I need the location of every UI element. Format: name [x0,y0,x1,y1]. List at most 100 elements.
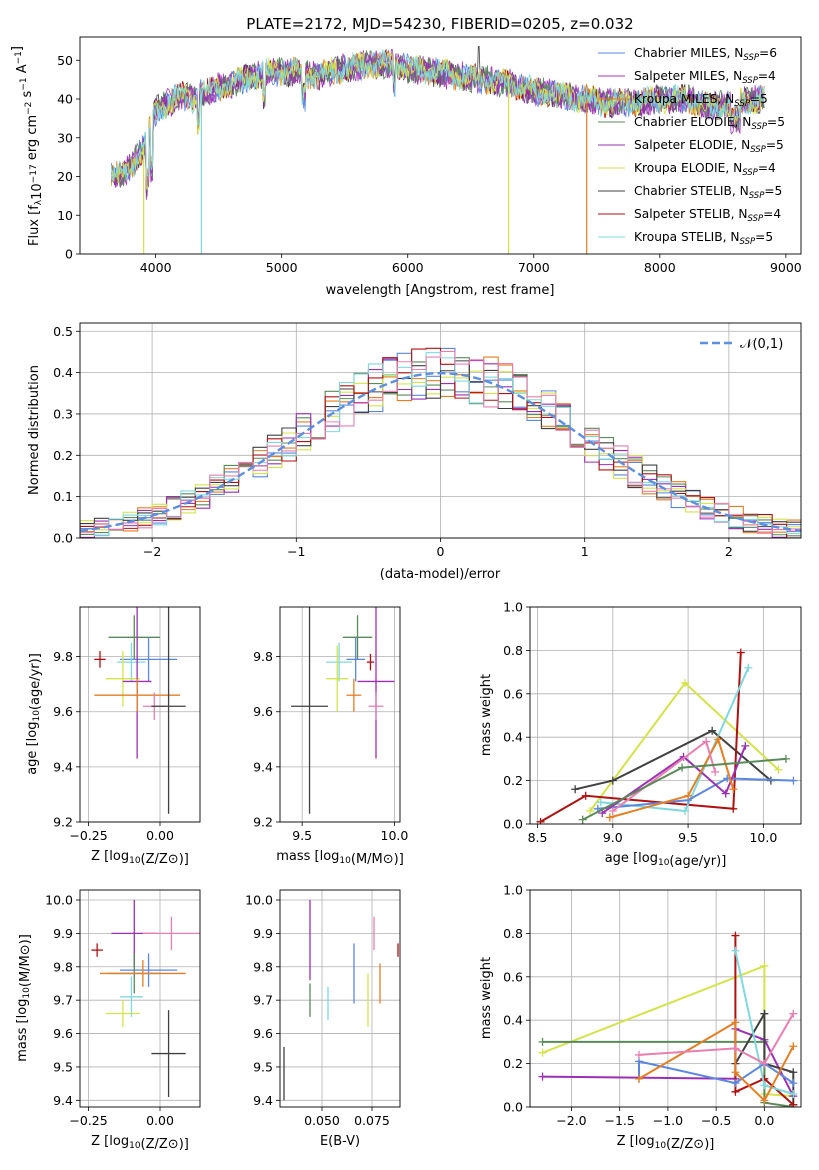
tick-label-x: 10.0 [381,828,409,843]
x-axis-label: Z [log10(Z/Z⊙)] [91,849,189,867]
weight-line [600,667,750,813]
tick-label-x: 2 [725,544,733,559]
weight-marker [681,678,690,687]
tick-label-y: 0.3 [53,406,73,421]
tick-label-x: 9000 [770,260,802,275]
tick-label-y: 9.8 [53,649,73,664]
tick-label-y: 9.8 [253,959,273,974]
weight-marker [760,1009,769,1018]
legend-entry: Kroupa MILES, NSSP=5 [634,92,768,109]
tick-label-y: 0.2 [53,448,73,463]
tick-label-y: 0.0 [503,817,523,832]
plot-area-mass_vs_z [91,900,200,1097]
tick-label-y: 9.5 [253,1059,273,1074]
tick-label-x: 0.00 [146,1113,174,1128]
weight-marker [586,806,595,815]
tick-label-y: 9.6 [53,704,73,719]
tick-label-x: 4000 [140,260,172,275]
panel-residual_histogram: −2 −1 0 1 2 0.0 0.1 0.2 0.3 0.4 0.5 𝒩(0,1) (data-mod… [27,322,802,582]
panel-mass_vs_z: −0.25 0.00 9.4 9.5 9.6 9.7 9.8 9.9 10.0 Z [log10(… [15,889,201,1152]
panel-mass_weight_vs_age: 8.5 9.0 9.5 10.0 0.0 0.2 0.4 0.6 0.8 1.0 age [log1… [479,600,802,869]
tick-label-y: 0.5 [53,324,73,339]
tick-label-x: −2.0 [556,1113,586,1128]
tick-label-y: 1.0 [503,600,523,615]
weight-marker [744,663,753,672]
tick-label-y: 9.7 [253,993,273,1008]
weight-marker [608,776,617,785]
tick-label-x: 9.5 [678,830,698,845]
weight-marker [731,1068,740,1077]
plot-area-age_vs_mass [291,607,395,814]
weight-marker [760,1081,769,1090]
plot-area-mass_weight_vs_z [538,931,798,1107]
weight-marker [789,1100,798,1107]
x-axis-label: (data-model)/error [380,567,501,582]
legend-entry: Salpeter MILES, NSSP=4 [634,69,776,86]
tick-label-y: 0.0 [503,1100,523,1115]
x-axis-label: mass [log10(M/M⊙)] [276,849,404,867]
legend-entry: Chabrier MILES, NSSP=6 [634,46,777,63]
weight-marker [678,763,687,772]
weight-marker [578,815,587,824]
weight-marker [729,785,738,794]
tick-label-y: 9.6 [253,1026,273,1041]
weight-marker [731,1087,740,1096]
tick-label-x: −0.25 [69,828,107,843]
figure-title: PLATE=2172, MJD=54230, FIBERID=0205, z=0… [246,15,633,33]
x-axis-label: wavelength [Angstrom, rest frame] [326,283,555,298]
weight-marker [789,1079,798,1088]
weight-marker [760,1059,769,1068]
tick-label-y: 0.1 [53,489,73,504]
tick-label-y: 9.8 [253,649,273,664]
legend-entry: Salpeter STELIB, NSSP=4 [634,207,781,224]
weight-marker [605,813,614,822]
tick-label-x: 7000 [518,260,550,275]
tick-label-y: 9.4 [253,759,273,774]
normal-curve [80,371,801,532]
panel-spectrum: 4000 5000 6000 7000 8000 9000 0 10 20 30 40 50 Chabr… [10,36,802,298]
tick-label-y: 10.0 [245,893,273,908]
weight-marker [608,806,617,815]
weight-marker [596,798,605,807]
tick-label-y: 10 [57,208,73,223]
tick-label-y: 9.5 [53,1059,73,1074]
tick-label-x: 0 [437,544,445,559]
weight-line [542,1040,794,1107]
tick-label-y: 9.6 [53,1026,73,1041]
tick-label-x: −0.25 [69,1113,107,1128]
tick-label-x: 1 [581,544,589,559]
weight-line [589,681,780,812]
weight-marker [774,765,783,774]
legend-entry: Chabrier ELODIE, NSSP=5 [634,115,785,132]
axes-frame [279,889,401,1108]
tick-label-x: 0.075 [354,1113,390,1128]
weight-marker [760,1096,769,1105]
weight-marker [538,1072,547,1081]
weight-marker [721,789,730,798]
weight-marker [731,946,740,955]
tick-label-y: 0.2 [503,1056,523,1071]
tick-label-y: 0.8 [503,643,523,658]
tick-label-y: 9.2 [253,815,273,830]
weight-marker [571,785,580,794]
tick-label-y: 0.0 [53,531,73,546]
plot-area-mass_vs_ebv [283,900,399,1101]
tick-label-x: −1 [287,544,305,559]
weight-marker [736,648,745,657]
tick-label-y: 0.4 [503,730,523,745]
tick-label-x: 9.0 [603,830,623,845]
tick-label-x: 10.0 [749,830,777,845]
weight-marker [731,931,740,940]
axes-frame [279,606,401,823]
y-axis-label: mass weight [479,674,494,756]
weight-marker [729,804,738,813]
plot-area-mass_weight_vs_age [536,648,798,824]
weight-marker [634,1050,643,1059]
weight-marker [684,791,693,800]
weight-marker [789,1068,798,1077]
tick-label-y: 9.9 [53,926,73,941]
weight-marker [538,1037,547,1046]
plot-area-spectrum [111,45,765,254]
tick-label-y: 0.8 [503,926,523,941]
